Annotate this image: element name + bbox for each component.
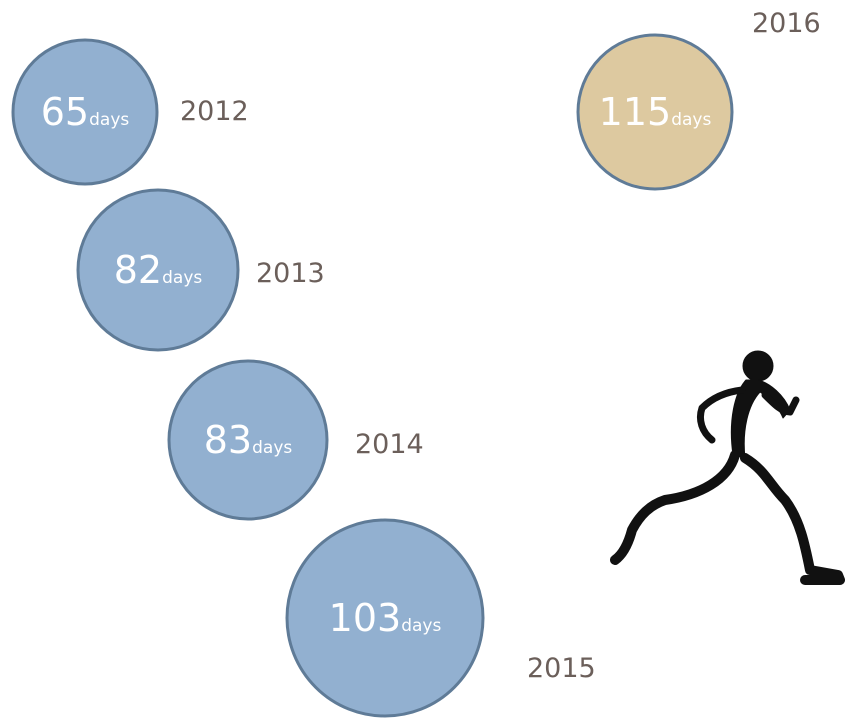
- bubble-label: 83days: [204, 418, 293, 462]
- bubble-value: 83: [204, 418, 252, 462]
- bubble: [576, 33, 734, 191]
- year-label: 2013: [256, 258, 325, 289]
- runner-head: [742, 350, 774, 382]
- year-label: 2016: [752, 8, 821, 39]
- year-label: 2012: [180, 96, 249, 127]
- bubble-unit: days: [671, 110, 711, 130]
- bubble: [167, 359, 329, 521]
- bubble-label: 115days: [599, 90, 712, 134]
- bubble-unit: days: [401, 616, 441, 636]
- bubble: [76, 188, 240, 352]
- bubble-value: 103: [329, 596, 402, 640]
- bubble-value: 65: [41, 90, 89, 134]
- runner-torso: [730, 379, 791, 459]
- runner-icon: [610, 350, 845, 585]
- bubble: [285, 518, 485, 718]
- bubble-unit: days: [252, 438, 292, 458]
- runner-arm-back: [696, 386, 746, 444]
- bubble-unit: days: [89, 110, 129, 130]
- bubble-unit: days: [162, 268, 202, 288]
- runner-leg-back: [610, 450, 740, 565]
- bubble-value: 115: [599, 90, 672, 134]
- runner-leg-front: [740, 453, 845, 585]
- bubble-label: 103days: [329, 596, 442, 640]
- bubble-label: 65days: [41, 90, 130, 134]
- bubble-value: 82: [114, 248, 162, 292]
- runner-arm-front: [761, 391, 800, 416]
- bubble: [11, 38, 159, 186]
- year-label: 2015: [527, 653, 596, 684]
- bubble-label: 82days: [114, 248, 203, 292]
- year-label: 2014: [355, 429, 424, 460]
